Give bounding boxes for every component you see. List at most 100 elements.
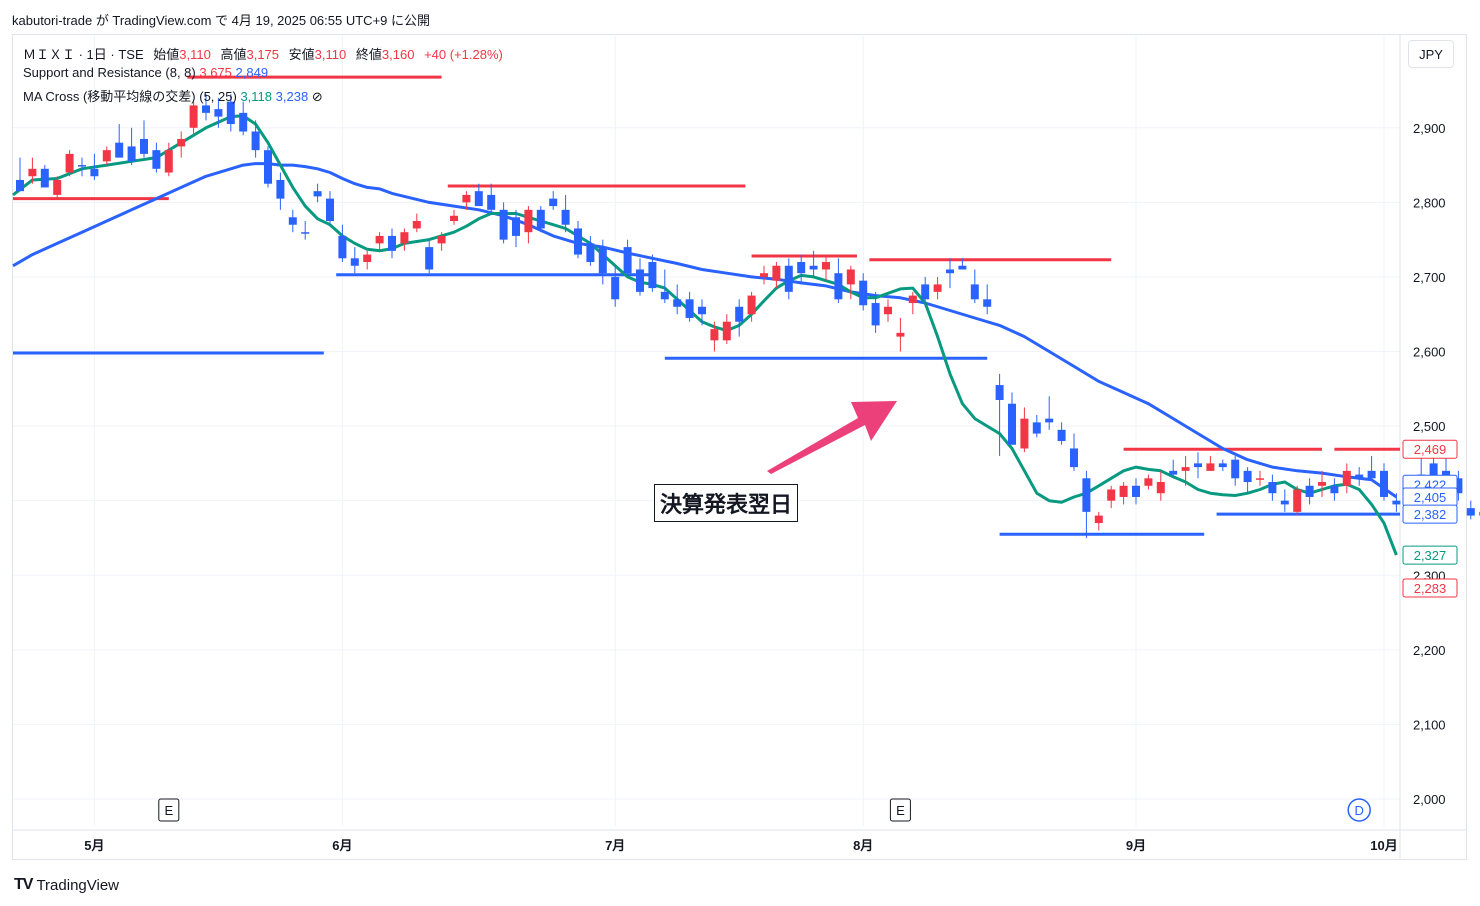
candle	[1156, 470, 1165, 501]
candle-body	[363, 254, 372, 263]
candle-body	[1082, 478, 1091, 512]
symbol-name[interactable]: ＭＩＸＩ · 1日 · TSE	[23, 47, 144, 62]
candle-body	[115, 142, 124, 158]
candle	[698, 299, 706, 326]
high-label: 高値	[220, 47, 247, 62]
ma-indicator-name[interactable]: MA Cross (移動平均線の交差)	[23, 89, 196, 104]
candle	[623, 239, 632, 277]
candle	[90, 153, 99, 180]
price-tag-box	[1402, 578, 1458, 598]
candle-body	[636, 269, 644, 292]
close-label: 終値	[355, 47, 382, 62]
candle-body	[1045, 418, 1054, 423]
candle-body	[598, 247, 607, 274]
ma-slow-value: 3,238	[275, 89, 309, 104]
legend-symbol-line: ＭＩＸＩ · 1日 · TSE 始値3,110 高値3,175 安値3,110 …	[23, 44, 503, 63]
candle	[288, 209, 297, 233]
candle	[437, 232, 446, 251]
candle-body	[1218, 463, 1227, 468]
earnings-marker-label: E	[896, 803, 905, 818]
candle	[859, 273, 868, 311]
candle	[1008, 392, 1016, 445]
candle-body	[214, 109, 223, 117]
candle-body	[127, 146, 136, 162]
candle-body	[251, 131, 260, 151]
candle	[1218, 459, 1227, 471]
candle	[710, 321, 719, 352]
candle-body	[1268, 482, 1277, 494]
candle-body	[338, 235, 347, 259]
candle-body	[983, 299, 992, 307]
price-tag: 2,283	[1402, 578, 1458, 598]
sr-indicator-name[interactable]: Support and Resistance	[23, 65, 162, 80]
candle-body	[1342, 470, 1351, 486]
annotation-arrow-shape	[767, 401, 897, 474]
candle	[660, 269, 669, 304]
ma-fast-line	[12, 114, 1398, 556]
price-tag-box	[1402, 439, 1458, 459]
candle	[1342, 463, 1351, 494]
candle-body	[1243, 470, 1252, 483]
candle-body	[400, 232, 409, 244]
moving-averages	[12, 114, 1398, 556]
publish-line: kabutori-trade が TradingView.com で 4月 19…	[12, 13, 430, 28]
legend-sr-line[interactable]: Support and Resistance (8, 8) 3,675 2,84…	[23, 65, 268, 80]
candle-body	[1466, 508, 1475, 516]
candle-body	[276, 179, 285, 199]
candle-body	[1454, 478, 1463, 494]
tradingview-logo-icon: TV	[14, 876, 33, 893]
candle-body	[499, 209, 508, 240]
currency-button[interactable]: JPY	[1408, 40, 1454, 68]
candle	[1132, 478, 1140, 505]
candle-body	[561, 209, 570, 225]
legend-ma-line[interactable]: MA Cross (移動平均線の交差) (5, 25) 3,118 3,238 …	[23, 86, 323, 105]
candle	[512, 209, 520, 248]
candle-body	[1020, 418, 1029, 449]
candle	[834, 258, 843, 304]
candle	[1330, 478, 1339, 501]
candle	[636, 258, 644, 296]
candle	[1268, 474, 1277, 501]
candle	[375, 232, 384, 251]
time-tick-label: 6月	[332, 838, 352, 853]
candle	[189, 101, 198, 136]
price-tag-label: 2,327	[1414, 548, 1447, 563]
candle	[809, 250, 818, 277]
candle-body	[859, 280, 868, 306]
candle-body	[648, 262, 657, 289]
candle-body	[871, 303, 880, 326]
candle	[722, 314, 731, 345]
annotation-label[interactable]: 決算発表翌日	[654, 484, 799, 522]
candle	[1107, 485, 1116, 509]
hidden-icon[interactable]: ⊘	[311, 89, 323, 104]
candle	[425, 239, 434, 274]
candle	[760, 265, 768, 285]
low-value: 3,110	[314, 47, 347, 62]
candle	[226, 94, 235, 132]
candle	[350, 247, 359, 274]
candle	[611, 265, 620, 307]
candle-body	[1318, 482, 1326, 486]
candle	[536, 206, 545, 233]
candle	[673, 284, 682, 315]
candle	[1045, 396, 1054, 430]
candle	[127, 127, 136, 166]
candle	[970, 269, 979, 304]
candle	[65, 150, 74, 177]
candle-body	[1355, 474, 1364, 479]
change-value: +40 (+1.28%)	[424, 47, 503, 62]
candle-body	[710, 329, 719, 341]
price-tick-label: 2,900	[1413, 121, 1446, 136]
candle	[921, 276, 930, 307]
candle	[561, 194, 570, 233]
candle-body	[164, 150, 173, 173]
ma-fast-value: 3,118	[240, 89, 273, 104]
candle-body	[685, 299, 694, 318]
candle	[140, 120, 148, 158]
time-tick-label: 10月	[1370, 838, 1397, 853]
candle	[1318, 470, 1326, 497]
candle-body	[809, 265, 818, 270]
candle	[1454, 470, 1463, 501]
candle-body	[288, 217, 297, 225]
